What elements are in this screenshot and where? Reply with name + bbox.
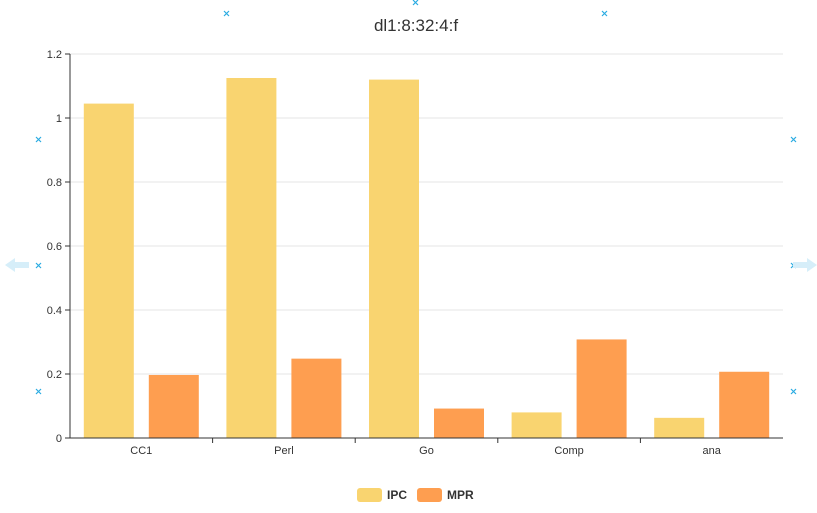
y-tick-label: 0 (56, 433, 62, 445)
x-tick-label: ana (703, 445, 722, 457)
legend-item-ipc[interactable]: IPC (357, 488, 407, 502)
y-tick-label: 0.2 (47, 369, 62, 381)
bar-mpr-comp[interactable] (576, 339, 627, 438)
resize-handle-icon[interactable] (223, 10, 230, 17)
y-tick-label: 1 (56, 113, 62, 125)
bar-ipc-ana[interactable] (654, 417, 705, 438)
bar-ipc-perl[interactable] (226, 78, 277, 438)
grid-lines (70, 53, 783, 375)
bar-mpr-ana[interactable] (719, 371, 770, 438)
y-tick-label: 0.8 (47, 177, 62, 189)
resize-handle-icon[interactable] (35, 136, 42, 143)
bar-ipc-comp[interactable] (511, 412, 562, 438)
bar-ipc-cc1[interactable] (83, 103, 134, 438)
y-tick-label: 1.2 (47, 49, 62, 61)
resize-handle-icon[interactable] (35, 388, 42, 395)
y-tick-label: 0.4 (47, 305, 62, 317)
x-tick-label: Perl (274, 445, 294, 457)
bar-mpr-cc1[interactable] (148, 374, 199, 438)
bar-ipc-go[interactable] (369, 79, 419, 438)
legend-swatch (357, 488, 382, 502)
resize-handle-icon[interactable] (412, 0, 419, 6)
x-tick-label: Comp (554, 445, 583, 457)
x-tick-label: Go (419, 445, 434, 457)
bar-mpr-go[interactable] (434, 408, 484, 438)
arrow-left-icon[interactable] (5, 258, 29, 272)
y-tick-label: 0.6 (47, 241, 62, 253)
bar-mpr-perl[interactable] (291, 358, 342, 438)
legend-label: IPC (387, 488, 407, 502)
legend-swatch (417, 488, 442, 502)
bars (83, 78, 770, 438)
resize-handle-icon[interactable] (790, 388, 797, 395)
resize-handle-icon[interactable] (790, 136, 797, 143)
chart-title: dl1:8:32:4:f (374, 16, 458, 35)
axes: 0 0.2 0.4 0.6 0.8 1 1.2 CC1 Perl Go Comp ana (47, 49, 783, 457)
resize-handle-icon[interactable] (35, 262, 42, 269)
x-tick-label: CC1 (130, 445, 152, 457)
resize-handle-icon[interactable] (601, 10, 608, 17)
legend-item-mpr[interactable]: MPR (417, 488, 474, 502)
arrow-right-icon[interactable] (793, 258, 817, 272)
legend-label: MPR (447, 488, 474, 502)
selection-handles (5, 0, 817, 395)
legend: IPC MPR (357, 488, 474, 502)
